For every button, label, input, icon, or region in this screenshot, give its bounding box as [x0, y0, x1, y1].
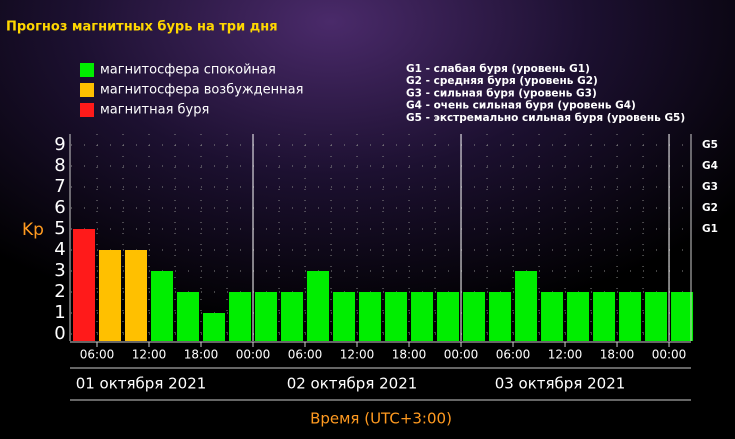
legend-swatch: [80, 103, 94, 117]
bar: [671, 292, 694, 341]
y-tick-label: 1: [54, 302, 65, 323]
scale-note: G3 - сильная буря (уровень G3): [406, 87, 597, 99]
bar: [541, 292, 564, 341]
scale-note: G4 - очень сильная буря (уровень G4): [406, 100, 636, 112]
bar: [359, 292, 382, 341]
y2-tick-label: G1: [702, 223, 718, 235]
bar: [73, 229, 96, 341]
bar: [229, 292, 252, 341]
y-axis-label: Kp: [22, 220, 44, 240]
scale-note: G1 - слабая буря (уровень G1): [406, 63, 590, 75]
y-tick-label: 3: [54, 260, 65, 281]
bar: [437, 292, 460, 341]
y-tick-label: 4: [54, 239, 65, 260]
legend-label: магнитосфера спокойная: [100, 63, 276, 78]
y2-tick-label: G4: [702, 160, 718, 172]
x-tick-label: 06:00: [80, 348, 115, 362]
x-tick-label: 06:00: [288, 348, 323, 362]
bar: [151, 271, 174, 341]
y2-tick-label: G5: [702, 139, 718, 151]
legend-label: магнитосфера возбужденная: [100, 83, 303, 98]
legend-swatch: [80, 83, 94, 97]
x-tick-label: 00:00: [236, 348, 271, 362]
bar: [489, 292, 512, 341]
y-tick-label: 0: [54, 323, 65, 344]
day-label: 03 октября 2021: [495, 375, 626, 393]
x-tick-label: 06:00: [496, 348, 531, 362]
bar: [645, 292, 668, 341]
scale-note: G2 - средняя буря (уровень G2): [406, 75, 598, 87]
y-tick-label: 7: [54, 176, 65, 197]
x-tick-label: 18:00: [184, 348, 219, 362]
bar: [411, 292, 434, 341]
x-tick-label: 18:00: [392, 348, 427, 362]
bar: [99, 250, 122, 341]
bar: [203, 313, 226, 341]
bar: [515, 271, 538, 341]
bar: [333, 292, 356, 341]
day-label: 01 октября 2021: [76, 375, 207, 393]
legend-label: магнитная буря: [100, 103, 209, 118]
y-tick-label: 5: [54, 218, 65, 239]
bar: [281, 292, 304, 341]
x-tick-label: 00:00: [444, 348, 479, 362]
x-tick-label: 18:00: [600, 348, 635, 362]
y-tick-label: 9: [54, 134, 65, 155]
y-tick-label: 8: [54, 155, 65, 176]
bar: [593, 292, 616, 341]
x-axis-label: Время (UTC+3:00): [310, 410, 452, 428]
x-tick-label: 00:00: [652, 348, 687, 362]
legend-swatch: [80, 63, 94, 77]
scale-note: G5 - экстремально сильная буря (уровень …: [406, 112, 685, 124]
bar: [307, 271, 330, 341]
bar: [385, 292, 408, 341]
bar: [255, 292, 278, 341]
x-tick-label: 12:00: [132, 348, 167, 362]
y2-tick-label: G2: [702, 202, 718, 214]
y2-tick-label: G3: [702, 181, 718, 193]
bar: [619, 292, 642, 341]
y-tick-label: 2: [54, 281, 65, 302]
x-tick-label: 12:00: [340, 348, 375, 362]
bar: [177, 292, 200, 341]
bar: [463, 292, 486, 341]
y-tick-label: 6: [54, 197, 65, 218]
day-label: 02 октября 2021: [287, 375, 418, 393]
x-tick-label: 12:00: [548, 348, 583, 362]
bar: [567, 292, 590, 341]
chart-title: Прогноз магнитных бурь на три дня: [6, 20, 278, 35]
bar: [125, 250, 148, 341]
